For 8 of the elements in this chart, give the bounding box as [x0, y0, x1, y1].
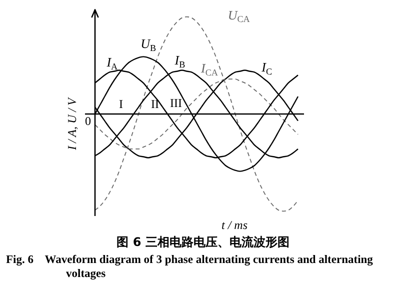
annotation: III [170, 96, 182, 110]
x-axis-title: t / ms [222, 218, 248, 232]
annotation: 0 [85, 114, 91, 128]
annotation: I [119, 97, 123, 112]
annotation: II [151, 97, 159, 112]
text: 图 6 三相电路电压、电流波形图 [116, 234, 290, 251]
text: Fig. 6 Waveform diagram of 3 phase alternating currents and alternating voltages [6, 253, 374, 281]
y-axis-title: I / A, U / V [65, 96, 80, 151]
